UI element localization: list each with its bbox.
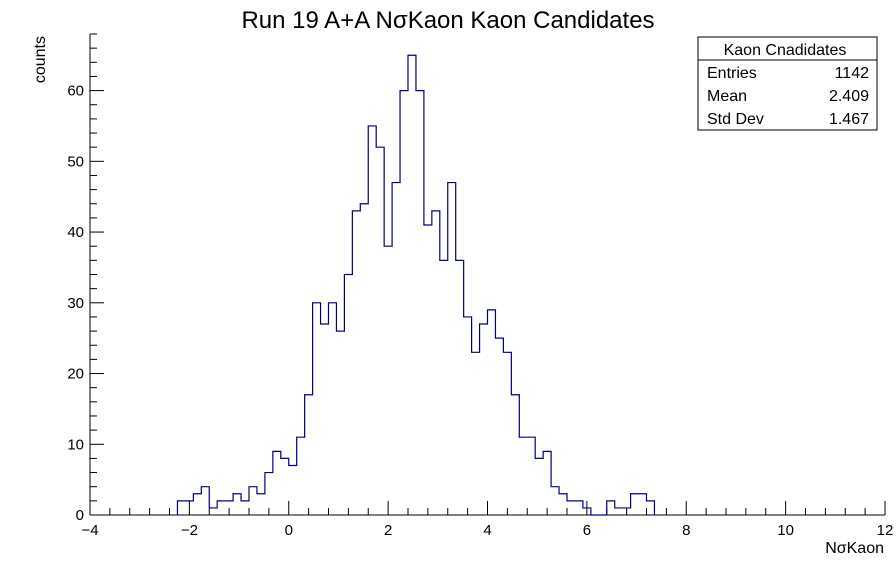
histogram-bin	[639, 494, 647, 515]
histogram-bin	[297, 437, 305, 515]
stats-entries-value: 1142	[835, 65, 870, 82]
histogram-bin	[424, 225, 432, 515]
y-tick-label: 50	[67, 153, 84, 170]
stats-box: Kaon Cnadidates Entries 1142 Mean 2.409 …	[697, 36, 878, 131]
histogram-bin	[567, 501, 575, 515]
histogram-bin	[368, 126, 376, 515]
histogram-bin	[495, 338, 503, 515]
histogram-bin	[480, 324, 488, 515]
histogram-bin	[400, 91, 408, 515]
histogram-bin	[535, 458, 543, 515]
y-tick-label: 0	[76, 507, 84, 524]
histogram-bin	[185, 501, 193, 515]
histogram-bin	[432, 211, 440, 515]
histogram-bin	[503, 352, 511, 515]
histogram-bin	[527, 437, 535, 515]
histogram-bin	[201, 487, 209, 515]
histogram-bin	[559, 494, 567, 515]
histogram-bin	[456, 260, 464, 515]
histogram-bin	[344, 275, 352, 516]
histogram-bin	[217, 501, 225, 515]
histogram-bin	[551, 487, 559, 515]
y-tick-label: 30	[67, 295, 84, 312]
histogram-bin	[289, 465, 297, 515]
histogram-bin	[265, 473, 273, 515]
histogram-bin	[631, 494, 639, 515]
histogram-bin	[583, 508, 591, 515]
histogram-bin	[392, 183, 400, 515]
stats-entries-label: Entries	[707, 65, 757, 82]
histogram-bin	[376, 147, 384, 515]
histogram-bin	[305, 395, 313, 515]
y-tick-label: 40	[67, 224, 84, 241]
histogram-bin	[384, 246, 392, 515]
x-tick-label: 12	[877, 522, 894, 539]
stats-box-title: Kaon Cnadidates	[724, 42, 847, 59]
histogram-bin	[193, 494, 201, 515]
histogram-bin	[607, 501, 615, 515]
x-tick-label: 8	[682, 522, 690, 539]
histogram-bin	[647, 501, 655, 515]
y-tick-label: 60	[67, 83, 84, 100]
stats-mean-label: Mean	[707, 88, 747, 105]
x-tick-label: 0	[285, 522, 293, 539]
histogram-bin	[209, 508, 217, 515]
stats-box-frame	[697, 36, 878, 131]
histogram-bin	[488, 310, 496, 515]
histogram-bin	[615, 508, 623, 515]
x-tick-label: 10	[777, 522, 794, 539]
histogram-bin	[464, 317, 472, 515]
stats-stddev-value: 1.467	[829, 111, 869, 128]
histogram-bin	[336, 331, 344, 515]
histogram-bin	[241, 501, 249, 515]
histogram-bin	[416, 91, 424, 515]
stats-mean-value: 2.409	[829, 88, 869, 105]
histogram-bin	[273, 451, 281, 515]
histogram-bin	[321, 324, 329, 515]
x-tick-label: −2	[181, 522, 198, 539]
y-axis-label: counts	[32, 36, 49, 83]
histogram-bin	[360, 204, 368, 515]
histogram-bin	[448, 183, 456, 515]
stats-stddev-label: Std Dev	[707, 111, 764, 128]
histogram-bin	[281, 458, 289, 515]
histogram-bin	[225, 501, 233, 515]
histogram-bin	[623, 508, 631, 515]
histogram-bin	[329, 303, 337, 515]
y-tick-label: 20	[67, 366, 84, 383]
histogram-line	[176, 54, 656, 516]
histogram-bin	[440, 260, 448, 515]
histogram-bin	[249, 487, 257, 515]
x-tick-label: 2	[384, 522, 392, 539]
x-axis-label: NσKaon	[825, 540, 884, 557]
histogram-bin	[233, 494, 241, 515]
x-tick-label: 6	[583, 522, 591, 539]
histogram-bin	[472, 352, 480, 515]
axis-ticks: −4 −2 0 2 4 6 8 10 12 0 10 20 30 40 50 60	[67, 33, 894, 539]
histogram-bin	[543, 451, 551, 515]
chart-title: Run 19 A+A NσKaon Kaon Candidates	[241, 7, 654, 34]
x-tick-label: 4	[483, 522, 491, 539]
histogram-bin	[177, 501, 185, 515]
y-tick-label: 10	[67, 436, 84, 453]
histogram-bin	[519, 437, 527, 515]
x-tick-label: −4	[81, 522, 98, 539]
histogram-bin	[313, 303, 321, 515]
histogram-bin	[408, 55, 416, 515]
histogram-bin	[352, 211, 360, 515]
histogram-bin	[575, 501, 583, 515]
histogram-bin	[511, 395, 519, 515]
histogram-outline	[176, 54, 656, 516]
histogram-bin	[257, 494, 265, 515]
